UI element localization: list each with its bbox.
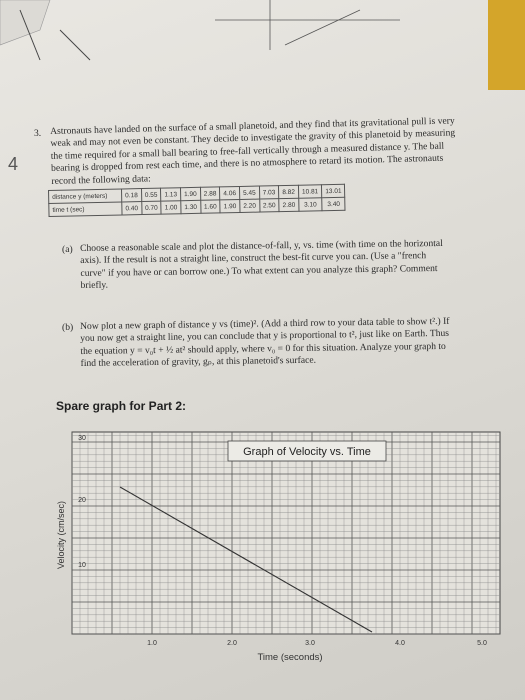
y-tick-label: 30 <box>78 435 86 442</box>
y-tick-label: 10 <box>78 562 86 569</box>
x-axis-label: Time (seconds) <box>257 652 322 663</box>
x-tick-label: 4.0 <box>395 640 405 647</box>
spare-graph-heading: Spare graph for Part 2: <box>56 399 187 413</box>
x-tick-label: 5.0 <box>477 640 487 647</box>
graph-title: Graph of Velocity vs. Time <box>243 446 371 458</box>
trend-line <box>119 486 373 633</box>
top-sketch <box>0 0 525 90</box>
part-b-label: (b) <box>62 322 74 333</box>
margin-note: 4 <box>8 154 19 174</box>
problem-number: 3. <box>34 128 42 139</box>
x-tick-label: 2.0 <box>227 640 237 647</box>
title-box <box>227 440 387 462</box>
x-tick-label: 3.0 <box>305 640 315 647</box>
x-tick-label: 1.0 <box>147 640 157 647</box>
y-axis-label: Velocity (cm/sec) <box>56 501 66 569</box>
graph-background <box>71 431 501 635</box>
y-tick-label: 20 <box>78 497 86 504</box>
part-a-label: (a) <box>62 244 73 255</box>
